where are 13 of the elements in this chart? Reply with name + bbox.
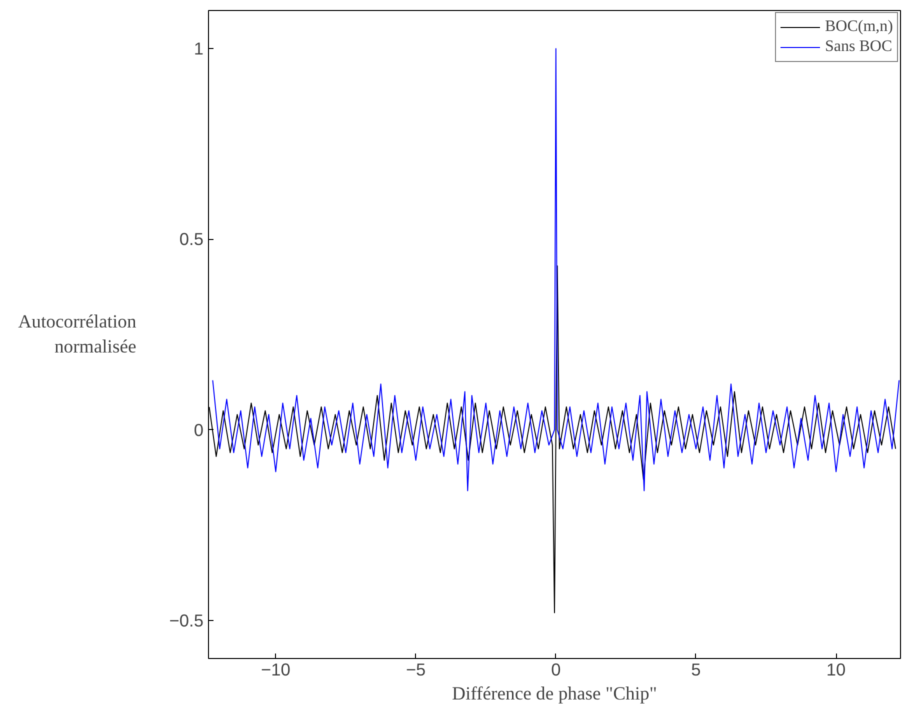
x-tick-label: 10 [826,660,846,680]
x-axis-title: Différence de phase "Chip" [452,684,658,704]
x-tick-label: 5 [691,660,701,680]
y-axis-title: Autocorrélation normalisée [18,311,137,358]
y-tick-label: 1 [194,38,204,59]
y-tick-label: 0.5 [179,229,204,250]
y-tick-label: −0.5 [169,610,204,630]
x-tick-label: −10 [261,660,290,680]
legend-label: Sans BOC [825,38,892,56]
y-tick-label: 0 [194,420,204,440]
x-tick-label: −5 [406,660,426,680]
legend-label: BOC(m,n) [825,18,893,36]
x-tick-label: 0 [551,660,561,680]
